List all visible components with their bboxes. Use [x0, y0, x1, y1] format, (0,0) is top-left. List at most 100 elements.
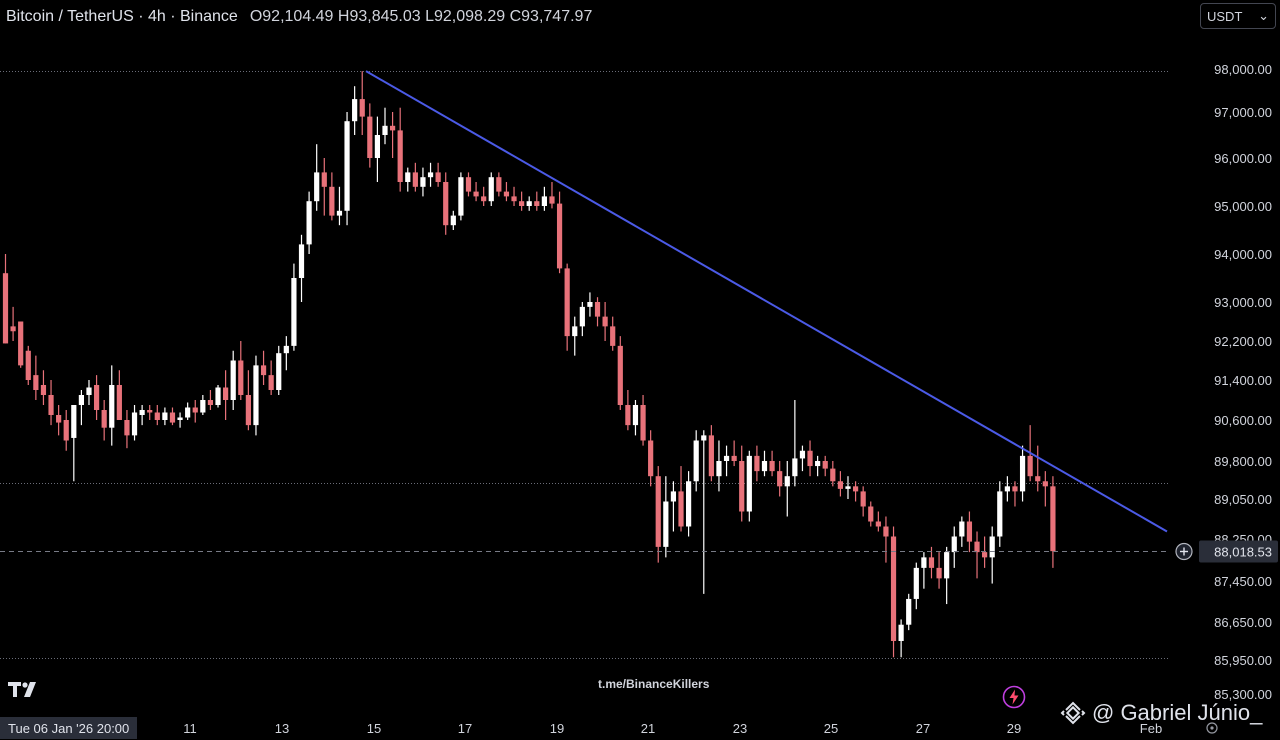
candle: [169, 407, 176, 426]
y-tick-label: 93,000.00: [1214, 295, 1272, 310]
candle: [473, 182, 479, 202]
x-tick-label: Feb: [1140, 721, 1162, 736]
candle: [769, 450, 775, 477]
y-tick-label: 89,800.00: [1214, 454, 1272, 469]
candle: [405, 167, 411, 192]
candle: [48, 380, 54, 426]
candle: [974, 531, 980, 579]
candle: [579, 302, 585, 337]
candle: [966, 511, 973, 553]
candle: [359, 71, 365, 135]
candle: [815, 455, 821, 477]
y-tick-label: 85,300.00: [1214, 687, 1272, 702]
candle: [298, 234, 305, 302]
candle: [131, 405, 138, 441]
candle: [488, 172, 494, 206]
candle: [572, 316, 578, 356]
last-price-label: 88,018.53: [1214, 545, 1272, 560]
lightning-icon[interactable]: [1002, 685, 1026, 714]
x-tick-label: 11: [183, 721, 197, 736]
x-tick-label: 17: [458, 721, 472, 736]
candle: [314, 144, 320, 211]
candle: [238, 341, 244, 400]
candle: [890, 526, 897, 658]
candle: [1004, 476, 1010, 502]
trendline[interactable]: [365, 70, 1168, 533]
candle: [458, 172, 464, 221]
candle: [1019, 445, 1026, 502]
candle: [898, 619, 904, 658]
candle: [670, 481, 677, 532]
candle: [784, 461, 790, 517]
candle: [761, 450, 768, 477]
price-axis[interactable]: 98,000.00 97,000.00 96,000.00 95,000.00 94,0…: [1214, 62, 1272, 702]
candle: [701, 430, 707, 594]
candle: [116, 370, 122, 420]
candle: [830, 461, 836, 487]
candle: [389, 112, 396, 158]
candle: [693, 430, 699, 492]
candle: [200, 395, 206, 415]
currency-label: USDT: [1207, 8, 1243, 24]
candle: [549, 182, 555, 209]
candle: [25, 345, 31, 385]
time-axis[interactable]: 11 13 15 17 19 21 23 25 27 29 Feb: [183, 721, 1218, 736]
candle: [951, 526, 957, 568]
candle: [78, 390, 84, 426]
candle: [534, 191, 540, 211]
candle: [2, 254, 9, 344]
candles: [2, 71, 1056, 658]
currency-select[interactable]: USDT ⌄: [1200, 3, 1276, 29]
candle: [56, 405, 62, 436]
candle: [799, 445, 806, 472]
candle: [883, 516, 889, 563]
y-tick-label: 90,600.00: [1214, 413, 1272, 428]
candle: [1042, 471, 1048, 507]
candle: [541, 186, 547, 211]
cursor-date-badge: Tue 06 Jan '26 20:00: [0, 717, 138, 739]
candle: [511, 186, 517, 206]
symbol-title[interactable]: Bitcoin / TetherUS · 4h · Binance: [6, 8, 238, 25]
chevron-down-icon: ⌄: [1258, 8, 1269, 23]
y-tick-label: 92,200.00: [1214, 334, 1272, 349]
candle: [982, 536, 988, 568]
candle: [739, 445, 745, 522]
candle: [875, 511, 881, 532]
candle: [192, 400, 198, 423]
candle: [503, 182, 510, 202]
candle: [837, 471, 843, 497]
candle: [906, 593, 912, 631]
candle: [283, 336, 289, 371]
settings-icon[interactable]: [1206, 722, 1218, 734]
candle: [989, 526, 995, 584]
candle: [556, 191, 563, 274]
x-tick-label: 27: [916, 721, 930, 736]
candle: [602, 302, 608, 341]
candle: [412, 162, 418, 192]
y-tick-label: 94,000.00: [1214, 247, 1272, 262]
candle: [625, 390, 631, 431]
candle: [936, 552, 942, 589]
candle: [185, 402, 191, 420]
candle: [852, 481, 859, 502]
candle: [465, 172, 472, 197]
candle: [959, 516, 965, 547]
candle: [93, 375, 100, 420]
candle: [86, 380, 92, 405]
candle: [268, 360, 274, 395]
candle: [845, 476, 851, 499]
candle: [1035, 445, 1041, 492]
y-tick-label: 91,400.00: [1214, 373, 1272, 388]
candle: [139, 405, 145, 426]
candle: [632, 400, 639, 436]
candle: [101, 400, 107, 441]
candle: [321, 158, 327, 216]
candle: [594, 297, 601, 327]
candle: [230, 350, 236, 410]
x-tick-label: 23: [733, 721, 747, 736]
candle: [708, 425, 714, 482]
candle: [481, 186, 487, 206]
candle: [723, 445, 730, 477]
y-tick-label: 89,050.00: [1214, 492, 1272, 507]
